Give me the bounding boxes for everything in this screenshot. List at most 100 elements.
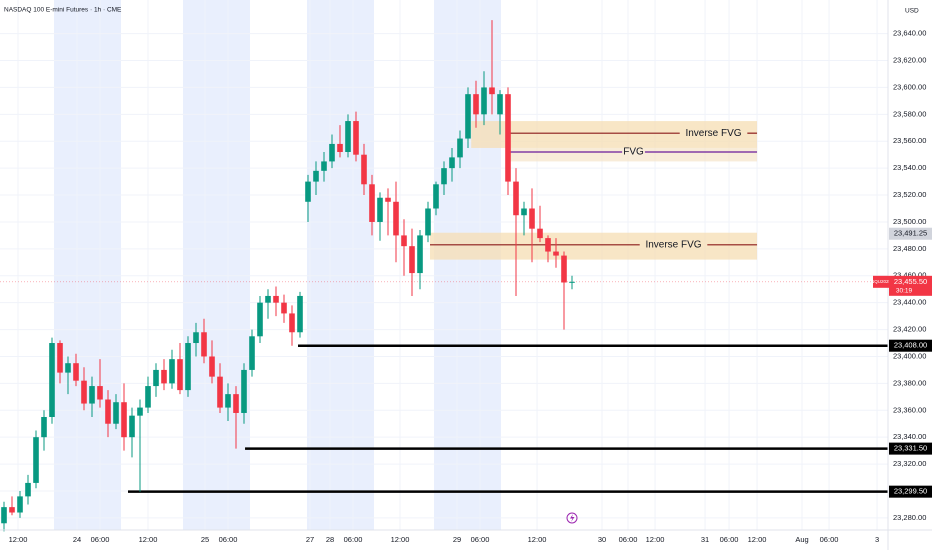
candle-body — [33, 437, 39, 483]
candle-body — [273, 295, 279, 303]
candle-body — [409, 246, 415, 274]
candle-body — [97, 386, 103, 400]
candle-body — [9, 507, 15, 513]
candle-body — [497, 94, 503, 115]
x-tick-label: 30 — [598, 535, 606, 544]
x-tick-label: 27 — [306, 535, 314, 544]
candle-body — [449, 157, 455, 169]
x-tick-label: 28 — [326, 535, 334, 544]
marked-price-tag — [889, 227, 932, 240]
y-tick-label: 23,480.00 — [893, 244, 926, 253]
y-tick-label: 23,360.00 — [893, 405, 926, 414]
candle-body — [441, 168, 447, 185]
candle-body — [241, 369, 247, 413]
y-tick-label: 23,400.00 — [893, 351, 926, 360]
candle-body — [105, 399, 111, 424]
x-tick-label: 12:00 — [9, 535, 28, 544]
candle-body — [521, 208, 527, 216]
y-tick-label: 23,420.00 — [893, 325, 926, 334]
candle-body — [297, 295, 303, 333]
candle-body — [137, 407, 143, 416]
candle-body — [257, 302, 263, 337]
candle-body — [57, 343, 63, 373]
symbol-tag — [873, 275, 889, 288]
candle-body — [569, 281, 575, 283]
candle-body — [153, 369, 159, 387]
candle-body — [185, 343, 191, 391]
candle-body — [561, 255, 567, 283]
symbol-label: NQU2025 — [871, 279, 892, 284]
y-tick-label: 23,440.00 — [893, 298, 926, 307]
level-tag-label: 23,408.00 — [894, 341, 927, 350]
candle-body — [385, 197, 391, 202]
last-price-label: 23,455.50 — [894, 277, 927, 286]
candle-body — [369, 184, 375, 222]
y-tick-label: 23,520.00 — [893, 190, 926, 199]
candle-body — [537, 228, 543, 239]
candle-body — [425, 208, 431, 236]
x-tick-label: 06:00 — [820, 535, 839, 544]
candle-body — [81, 380, 87, 404]
candle-body — [41, 417, 47, 438]
x-tick-label: 3 — [875, 535, 879, 544]
y-tick-label: 23,320.00 — [893, 459, 926, 468]
y-tick-label: 23,280.00 — [893, 513, 926, 522]
candle-body — [169, 359, 175, 384]
candle-body — [433, 184, 439, 209]
y-tick-label: 23,600.00 — [893, 82, 926, 91]
session-band — [307, 0, 374, 530]
candle-body — [513, 181, 519, 216]
countdown-label: 30:19 — [896, 288, 913, 295]
y-tick-label: 23,560.00 — [893, 136, 926, 145]
x-tick-label: 29 — [453, 535, 461, 544]
candle-body — [337, 143, 343, 153]
candle-body — [49, 343, 55, 418]
candle-body — [345, 121, 351, 153]
session-band — [54, 0, 121, 530]
x-tick-label: 12:00 — [391, 535, 410, 544]
x-tick-label: 06:00 — [720, 535, 739, 544]
candle-body — [193, 332, 199, 344]
x-tick-label: 12:00 — [139, 535, 158, 544]
candle-body — [129, 415, 135, 438]
candle-body — [353, 121, 359, 155]
candle-body — [249, 336, 255, 370]
levels — [0, 281, 888, 493]
candle-body — [145, 386, 151, 408]
x-tick-label: 25 — [201, 535, 209, 544]
x-tick-label: 06:00 — [344, 535, 363, 544]
y-tick-label: 23,620.00 — [893, 56, 926, 65]
candle-body — [89, 386, 95, 404]
currency-label: USD — [905, 8, 919, 15]
session-band — [183, 0, 250, 530]
y-tick-label: 23,460.00 — [893, 271, 926, 280]
candle-body — [377, 197, 383, 222]
axes: 23,280.0023,300.0023,320.0023,340.0023,3… — [9, 29, 927, 544]
chart-title: NASDAQ 100 E-mini Futures · 1h · CME — [4, 7, 122, 14]
level-tag-label: 23,331.50 — [894, 444, 927, 453]
x-tick-label: 06:00 — [91, 535, 110, 544]
zone-box — [471, 121, 758, 148]
candle-body — [457, 138, 463, 158]
candle-body — [553, 251, 559, 256]
session-band — [434, 0, 501, 530]
candle-body — [321, 161, 327, 171]
candle-body — [545, 238, 551, 252]
y-tick-label: 23,340.00 — [893, 432, 926, 441]
zone-label: FVG — [623, 147, 644, 158]
candle-body — [177, 359, 183, 391]
x-tick-label: 06:00 — [219, 535, 238, 544]
marked-price-label: 23,491.25 — [894, 229, 927, 238]
y-tick-label: 23,580.00 — [893, 109, 926, 118]
candle-body — [489, 87, 495, 95]
candle-body — [1, 507, 7, 524]
y-tick-label: 23,640.00 — [893, 29, 926, 38]
candle-body — [305, 181, 311, 202]
candle-body — [529, 208, 535, 229]
level-tag-label: 23,299.50 — [894, 487, 927, 496]
zones: Inverse FVG FVG Inverse FVG — [430, 121, 758, 260]
x-tick-label: 12:00 — [646, 535, 665, 544]
candle-body — [417, 235, 423, 274]
x-tick-label: Aug — [795, 535, 808, 544]
